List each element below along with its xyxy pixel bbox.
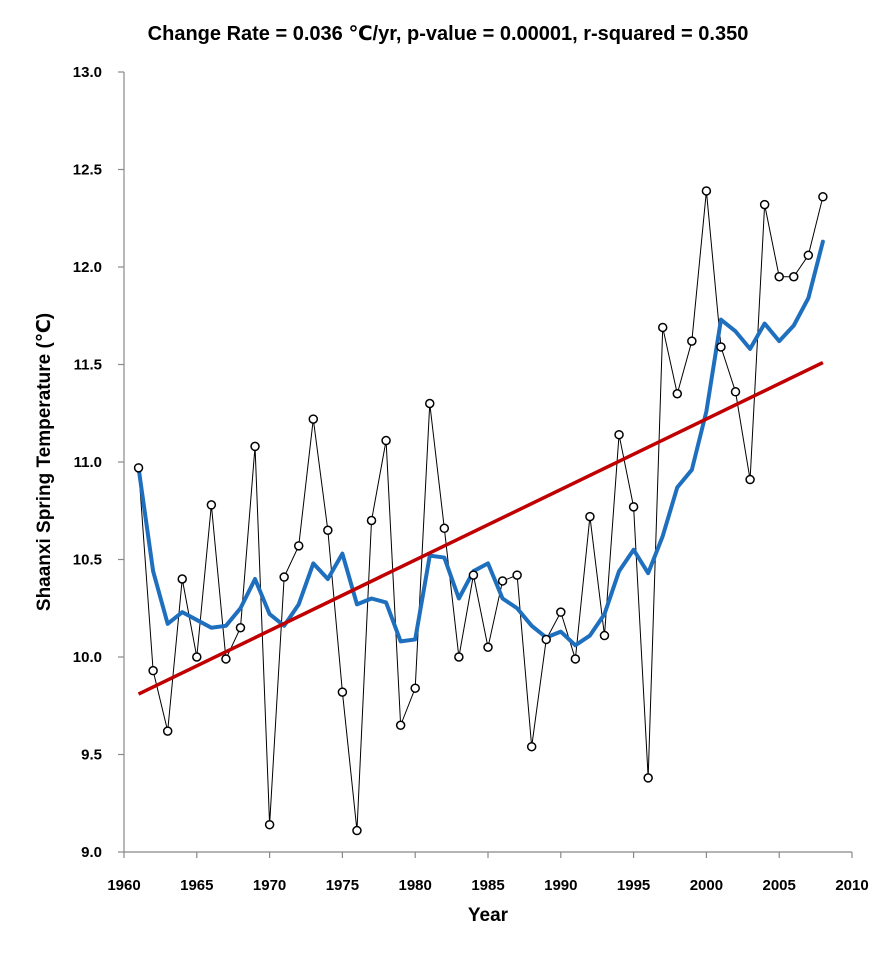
observed-point bbox=[221, 654, 231, 664]
observed-point bbox=[628, 502, 639, 512]
observed-point bbox=[381, 435, 391, 446]
observed-point bbox=[308, 414, 319, 424]
observed-point bbox=[264, 819, 275, 830]
x-tick-label: 2005 bbox=[763, 877, 796, 894]
observed-point bbox=[657, 322, 668, 333]
observed-point bbox=[279, 572, 289, 582]
y-tick-label: 10.0 bbox=[73, 649, 102, 666]
observed-point bbox=[483, 642, 493, 652]
x-tick-label: 1965 bbox=[180, 877, 213, 894]
observed-point bbox=[556, 607, 566, 617]
x-tick-label: 1970 bbox=[253, 877, 286, 894]
observed-point bbox=[745, 474, 755, 485]
observed-point bbox=[395, 720, 406, 730]
observed-point bbox=[235, 623, 246, 633]
observed-point bbox=[337, 687, 348, 697]
x-axis-label: Year bbox=[468, 905, 509, 926]
observed-point bbox=[716, 342, 726, 352]
observed-point bbox=[293, 541, 304, 551]
observed-point bbox=[789, 272, 799, 282]
observed-point bbox=[774, 272, 784, 282]
x-tick-label: 1995 bbox=[617, 877, 650, 894]
observed-point bbox=[206, 500, 217, 510]
observed-point bbox=[512, 570, 522, 580]
y-tick-label: 9.0 bbox=[81, 844, 102, 861]
observed-point bbox=[425, 398, 435, 409]
y-tick-label: 11.5 bbox=[74, 357, 102, 374]
observed-point bbox=[250, 441, 260, 452]
observed-point bbox=[410, 683, 420, 693]
observed-point bbox=[192, 652, 202, 662]
observed-point bbox=[162, 726, 173, 736]
observed-point bbox=[687, 336, 697, 346]
x-tick-label: 1980 bbox=[399, 877, 432, 894]
y-tick-label: 12.5 bbox=[73, 162, 102, 179]
chart-title: Change Rate = 0.036 ℃/yr, p-value = 0.00… bbox=[148, 23, 749, 45]
observed-point bbox=[585, 511, 595, 522]
observed-point bbox=[759, 199, 770, 210]
observed-point bbox=[614, 429, 624, 440]
y-axis-ticks: 9.0 9.5 10.0 10.5 11.0 11.5 12.0 12.5 13.0 bbox=[73, 64, 124, 861]
observed-point bbox=[526, 741, 537, 752]
observed-point bbox=[818, 192, 828, 202]
y-tick-label: 12.0 bbox=[73, 259, 102, 276]
observed-point bbox=[468, 570, 479, 580]
x-tick-label: 2010 bbox=[835, 877, 868, 894]
observed-point bbox=[177, 574, 187, 584]
observed-point bbox=[803, 250, 814, 261]
x-tick-label: 1975 bbox=[326, 877, 359, 894]
y-tick-label: 9.5 bbox=[81, 747, 102, 764]
y-tick-label: 10.5 bbox=[73, 552, 102, 569]
observed-point bbox=[366, 515, 377, 526]
observed-point bbox=[454, 652, 464, 662]
smoothed-series-line bbox=[136, 239, 825, 648]
series-layer bbox=[133, 186, 828, 836]
y-axis-label: Shaanxi Spring Temperature (℃) bbox=[34, 313, 55, 611]
trend-line bbox=[137, 360, 824, 696]
y-tick-label: 13.0 bbox=[73, 64, 102, 81]
observed-point bbox=[672, 389, 683, 399]
x-tick-label: 1960 bbox=[107, 877, 140, 894]
observed-point bbox=[599, 630, 610, 641]
axes bbox=[123, 72, 852, 853]
observed-point bbox=[133, 463, 144, 473]
observed-series-line bbox=[138, 190, 824, 831]
observed-point bbox=[541, 634, 551, 645]
x-tick-label: 1990 bbox=[544, 877, 577, 894]
observed-point bbox=[570, 654, 581, 664]
observed-point bbox=[352, 825, 362, 836]
observed-point bbox=[730, 387, 741, 397]
observed-point bbox=[497, 576, 508, 586]
observed-point bbox=[148, 665, 158, 676]
x-axis-ticks: 1960 1965 1970 1975 1980 1985 1990 1995 2000 2005… bbox=[107, 852, 869, 894]
x-tick-label: 2000 bbox=[690, 877, 723, 894]
observed-point bbox=[323, 525, 333, 535]
x-tick-label: 1985 bbox=[471, 877, 504, 894]
observed-point bbox=[701, 186, 712, 196]
y-tick-label: 11.0 bbox=[74, 454, 102, 471]
observed-point bbox=[439, 523, 450, 534]
observed-point bbox=[643, 773, 653, 783]
